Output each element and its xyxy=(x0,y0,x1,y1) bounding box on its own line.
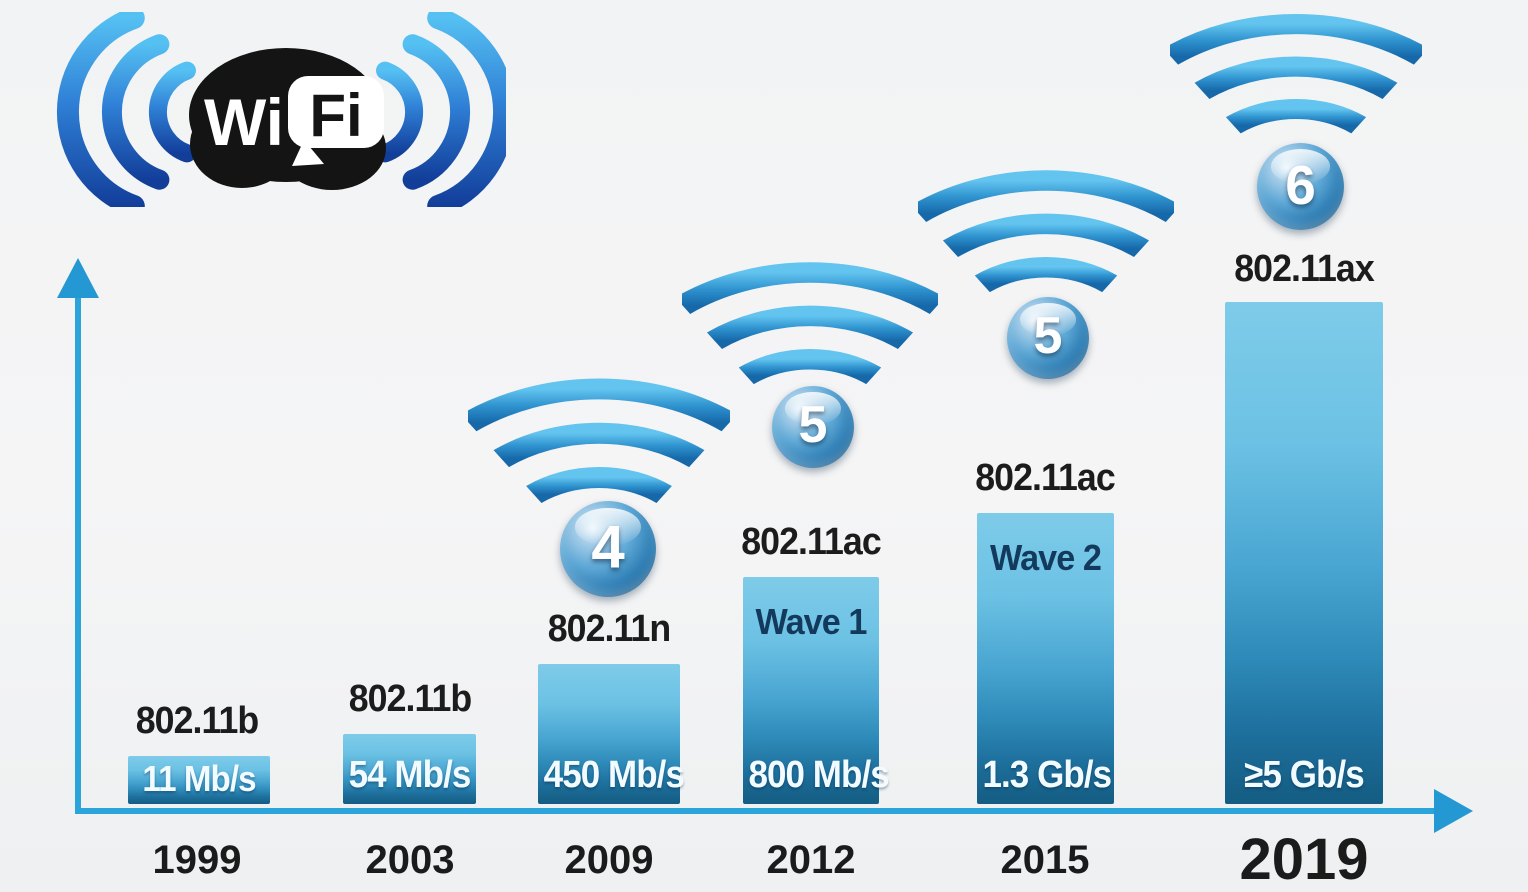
y-axis-line xyxy=(75,296,81,812)
year-label-2019: 2019 xyxy=(1239,827,1369,892)
gen5-badge-2015: 5 xyxy=(1007,297,1089,379)
wifi-logo-fi-text: Fi xyxy=(309,82,362,149)
speed-label-2003: 54 Mb/s xyxy=(348,754,472,796)
bar-2009: 450 Mb/s xyxy=(538,664,685,804)
wifi-logo-blob-bump xyxy=(190,100,294,188)
gen5-number-2015: 5 xyxy=(1033,307,1063,366)
wave-label-2015: Wave 2 xyxy=(990,537,1102,578)
bar-2003: 54 Mb/s xyxy=(343,734,476,804)
x-axis-line xyxy=(75,808,1437,814)
badge-gloss xyxy=(1270,149,1331,184)
wifi-logo-wi-text: Wi xyxy=(204,85,284,159)
wifi-signal-icon-gen5-2015 xyxy=(918,170,1174,293)
wifi-logo-fi-bubble: Fi xyxy=(288,76,384,166)
standard-label-2003: 802.11b xyxy=(348,678,472,720)
wave-label-2012: Wave 1 xyxy=(755,601,868,642)
speed-label-2015: 1.3 Gb/s xyxy=(982,754,1112,796)
badge-gloss xyxy=(1020,302,1076,336)
badge-gloss xyxy=(785,391,841,425)
badge-gloss xyxy=(575,507,641,547)
standard-label-2009: 802.11n xyxy=(547,608,671,650)
bar-2012: Wave 1 800 Mb/s xyxy=(743,577,890,804)
gen4-badge: 4 xyxy=(560,501,656,597)
wifi-logo-left-arcs xyxy=(56,12,196,207)
y-axis-arrow-icon xyxy=(57,258,99,298)
bar-2019: ≥5 Gb/s xyxy=(1225,302,1383,804)
year-label-2009: 2009 xyxy=(564,838,654,882)
gen6-number: 6 xyxy=(1285,153,1316,216)
wifi-signal-icon-gen6 xyxy=(1170,14,1422,134)
wifi-signal-icon-gen5-2012 xyxy=(682,262,938,385)
year-label-2015: 2015 xyxy=(1000,838,1090,882)
standard-label-2015: 802.11ac xyxy=(975,457,1115,499)
standard-label-2012: 802.11ac xyxy=(741,521,881,563)
gen6-badge: 6 xyxy=(1257,143,1344,230)
standard-label-1999: 802.11b xyxy=(135,700,259,742)
gen5-number-2012: 5 xyxy=(798,396,828,455)
x-axis-arrow-icon xyxy=(1434,789,1473,833)
wifi-logo-right-arcs xyxy=(376,12,506,207)
wifi-logo: Wi Fi xyxy=(56,12,506,207)
speed-label-2009: 450 Mb/s xyxy=(543,754,685,796)
speed-label-2019: ≥5 Gb/s xyxy=(1244,754,1365,796)
bar-1999: 11 Mb/s xyxy=(128,756,270,804)
wifi-signal-icon-gen4 xyxy=(468,378,730,504)
speed-label-1999: 11 Mb/s xyxy=(142,758,256,799)
year-label-2003: 2003 xyxy=(365,838,455,882)
gen4-number: 4 xyxy=(591,513,625,581)
year-label-1999: 1999 xyxy=(152,838,242,882)
year-label-2012: 2012 xyxy=(766,838,856,882)
gen5-badge-2012: 5 xyxy=(772,386,854,468)
bar-2015: Wave 2 1.3 Gb/s xyxy=(977,513,1114,804)
speed-label-2012: 800 Mb/s xyxy=(748,754,889,796)
standard-label-2019: 802.11ax xyxy=(1234,248,1374,290)
